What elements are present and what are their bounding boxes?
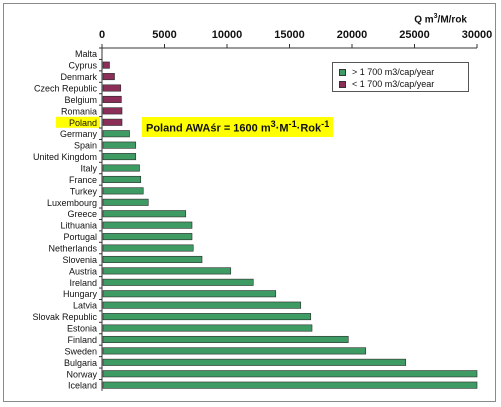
category-label: Poland (69, 118, 97, 128)
unit-label: Q m3/M/rok (414, 13, 467, 26)
bar-high (102, 198, 149, 206)
annotation-sup1: 3 (270, 119, 276, 129)
annotation-mid2: ·Rok (296, 122, 322, 135)
category-label: Bulgaria (64, 358, 97, 368)
annotation-sup2: -1 (288, 119, 297, 129)
annotation-main: Poland AWAśr = 1600 m (146, 122, 271, 135)
legend-label-low: < 1 700 m3/cap/year (352, 79, 435, 89)
category-label: Turkey (70, 186, 98, 196)
x-tick-label: 0 (99, 29, 105, 41)
bar-high (102, 244, 194, 252)
legend-swatch-high (339, 68, 346, 76)
bar-high (102, 164, 140, 172)
legend-item-low: < 1 700 m3/cap/year (339, 78, 434, 90)
category-label: Denmark (60, 72, 97, 82)
bar-high (102, 347, 367, 355)
category-label: Latvia (73, 301, 97, 311)
category-label: Iceland (68, 381, 97, 391)
category-label: Ireland (69, 278, 97, 288)
bar-high (102, 370, 478, 378)
bar-high (102, 210, 187, 218)
bar-high (102, 255, 203, 263)
category-label: Greece (67, 209, 97, 219)
bar-high (102, 358, 407, 366)
bar-high (102, 290, 277, 298)
bar-low (102, 118, 123, 126)
x-tick-label: 20000 (337, 29, 368, 41)
category-label: Netherlands (48, 244, 97, 254)
bar-high (102, 335, 349, 343)
category-label: Czech Republic (34, 84, 98, 94)
bar-high (102, 278, 254, 286)
category-label: Cyprus (68, 61, 97, 71)
x-tick-label: 15000 (274, 29, 305, 41)
bar-high (102, 313, 312, 321)
category-label: Slovak Republic (32, 312, 97, 322)
bar-high (102, 153, 137, 161)
category-label: France (69, 175, 97, 185)
chart-frame: 0 5000 10000 15000 20000 25000 30000 Malta Cypru… (3, 3, 496, 402)
category-label: Slovenia (62, 255, 97, 265)
category-label: Portugal (63, 232, 97, 242)
category-label: United Kingdom (33, 152, 97, 162)
category-label: Austria (69, 266, 97, 276)
bar-high (102, 324, 313, 332)
annotation-mid1: ·M (275, 122, 289, 135)
bar-high (102, 187, 144, 195)
x-tick-label: 25000 (399, 29, 430, 41)
annotation-sup3: -1 (321, 119, 330, 129)
category-label: Spain (74, 141, 97, 151)
legend: > 1 700 m3/cap/year < 1 700 m3/cap/year (332, 62, 469, 92)
category-label: Lithuania (60, 221, 97, 231)
category-label: Italy (80, 164, 97, 174)
bar-low (102, 61, 110, 69)
legend-item-high: > 1 700 m3/cap/year (339, 66, 434, 78)
category-label: Norway (66, 369, 97, 379)
x-tick-label: 5000 (152, 29, 176, 41)
bar-high (102, 130, 130, 138)
category-label: Malta (75, 49, 97, 59)
category-label: Belgium (64, 95, 97, 105)
bar-low (102, 107, 123, 115)
poland-label-highlight (56, 116, 100, 128)
category-label: Estonia (67, 324, 97, 334)
bar-low (102, 95, 122, 103)
bar-chart: 0 5000 10000 15000 20000 25000 30000 Malta Cypru… (32, 29, 493, 391)
legend-label-high: > 1 700 m3/cap/year (352, 67, 435, 77)
category-label: Finland (67, 335, 97, 345)
bar-high (102, 233, 193, 241)
bar-high (102, 301, 302, 309)
bar-low (102, 73, 115, 81)
category-label: Hungary (63, 289, 98, 299)
category-label: Romania (61, 106, 97, 116)
bar-high (102, 267, 232, 275)
x-tick-label: 10000 (212, 29, 243, 41)
poland-annotation: Poland AWAśr = 1600 m3·M-1·Rok-1 (142, 117, 334, 137)
x-tick-label: 30000 (462, 29, 493, 41)
bar-low (102, 84, 122, 92)
legend-swatch-low (339, 80, 346, 88)
category-label: Sweden (64, 346, 97, 356)
bar-high (102, 141, 137, 149)
bar-high (102, 221, 193, 229)
bar-high (102, 381, 478, 389)
category-label: Germany (60, 129, 98, 139)
category-label: Luxembourg (47, 198, 97, 208)
bar-high (102, 175, 142, 183)
